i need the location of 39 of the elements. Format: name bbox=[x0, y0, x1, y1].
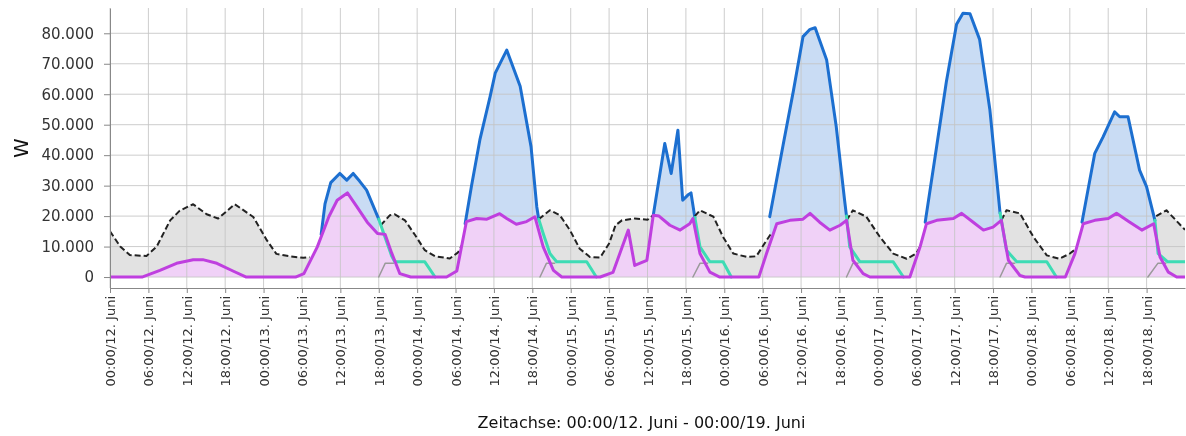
y-tick-label: 10.000 bbox=[41, 237, 94, 256]
x-axis-title: Zeitachse: 00:00/12. Juni - 00:00/19. Juni bbox=[477, 413, 806, 432]
x-tick-label: 06:00/16. Juni bbox=[755, 296, 771, 387]
x-tick-label: 06:00/15. Juni bbox=[602, 296, 618, 387]
x-tick-label: 12:00/12. Juni bbox=[179, 296, 195, 387]
x-tick-label: 00:00/17. Juni bbox=[870, 296, 886, 387]
x-tick-label: 06:00/14. Juni bbox=[448, 296, 464, 387]
y-tick-label: 70.000 bbox=[41, 55, 94, 74]
y-tick-label: 50.000 bbox=[41, 115, 94, 134]
x-tick-label: 18:00/16. Juni bbox=[832, 296, 848, 387]
x-tick-label: 06:00/17. Juni bbox=[909, 296, 925, 387]
x-tick-label: 12:00/16. Juni bbox=[794, 296, 810, 387]
y-tick-label: 80.000 bbox=[41, 24, 94, 43]
x-tick-label: 06:00/12. Juni bbox=[141, 296, 157, 387]
y-tick-label: 30.000 bbox=[41, 176, 94, 195]
y-axis-title: W bbox=[9, 137, 33, 158]
x-tick-label: 18:00/15. Juni bbox=[678, 296, 694, 387]
x-tick-label: 18:00/17. Juni bbox=[986, 296, 1002, 387]
x-tick-label: 06:00/18. Juni bbox=[1062, 296, 1078, 387]
y-tick-label: 40.000 bbox=[41, 146, 94, 165]
x-tick-label: 12:00/15. Juni bbox=[640, 296, 656, 387]
y-tick-label: 60.000 bbox=[41, 85, 94, 104]
x-tick-label: 18:00/14. Juni bbox=[525, 296, 541, 387]
x-tick-label: 00:00/16. Juni bbox=[717, 296, 733, 387]
x-tick-label: 12:00/14. Juni bbox=[486, 296, 502, 387]
y-tick-label: 20.000 bbox=[41, 207, 94, 226]
x-tick-label: 00:00/13. Juni bbox=[256, 296, 272, 387]
x-tick-label: 00:00/15. Juni bbox=[563, 296, 579, 387]
x-tick-label: 12:00/17. Juni bbox=[947, 296, 963, 387]
x-tick-label: 06:00/13. Juni bbox=[295, 296, 311, 387]
x-tick-label: 18:00/13. Juni bbox=[371, 296, 387, 387]
x-tick-label: 18:00/12. Juni bbox=[218, 296, 234, 387]
x-tick-label: 12:00/13. Juni bbox=[333, 296, 349, 387]
x-tick-label: 00:00/12. Juni bbox=[103, 296, 119, 387]
y-tick-label: 0 bbox=[84, 268, 94, 287]
x-tick-label: 18:00/18. Juni bbox=[1139, 296, 1155, 387]
x-tick-label: 00:00/14. Juni bbox=[410, 296, 426, 387]
x-tick-label: 00:00/18. Juni bbox=[1024, 296, 1040, 387]
x-tick-label: 12:00/18. Juni bbox=[1101, 296, 1117, 387]
